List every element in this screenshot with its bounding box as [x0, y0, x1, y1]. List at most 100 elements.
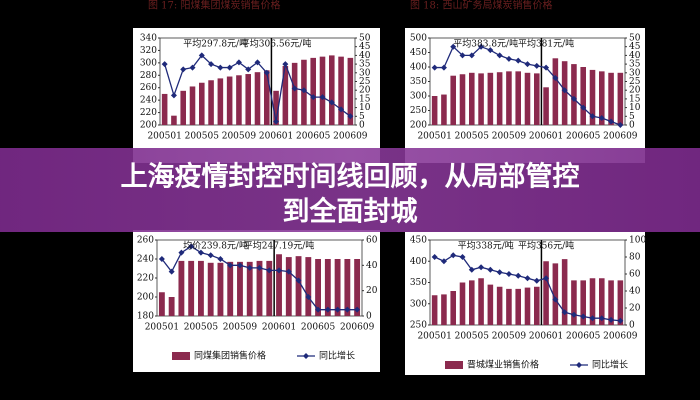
bar	[589, 69, 596, 125]
y2-tick-label: 0	[629, 121, 635, 131]
y2-tick-label: 30	[359, 68, 371, 78]
y-tick-label: 180	[137, 312, 154, 322]
y2-tick-label: 25	[359, 77, 371, 87]
annotation: 平均381元/吨	[518, 38, 574, 50]
y-tick-label: 280	[140, 71, 157, 81]
bar	[158, 292, 165, 316]
bar	[199, 82, 205, 125]
growth-marker	[468, 266, 475, 273]
bar	[246, 261, 253, 316]
y2-tick-label: 45	[359, 42, 371, 52]
bar	[608, 72, 614, 125]
growth-marker	[273, 118, 280, 125]
y-tick-label: 220	[137, 274, 154, 284]
bar	[552, 263, 559, 325]
x-tick-label: 200605	[566, 332, 601, 342]
x-tick-label: 200609	[340, 323, 375, 333]
legend-swatch	[303, 353, 309, 359]
y2-tick-label: 80	[629, 253, 641, 263]
growth-marker	[276, 267, 283, 274]
banner: 上海疫情封控时间线回顾，从局部管控 到全面封城	[0, 148, 700, 232]
charts: 2002202402602803003203400510152025303540…	[133, 28, 646, 375]
bar	[276, 254, 282, 316]
growth-marker	[487, 47, 494, 54]
chart: 200 250 300 350 400 450 500 0510152025303540455…	[405, 28, 645, 163]
growth-marker	[543, 64, 550, 71]
chart: 200 220 240 260 280 300 320 340 0510152025303540…	[133, 28, 380, 163]
bar	[282, 65, 289, 125]
y2-tick-label: 5	[629, 112, 635, 122]
bar	[580, 280, 586, 325]
bar	[441, 94, 447, 125]
bar	[217, 262, 224, 316]
x-tick-label: 200601	[262, 323, 296, 333]
y-tick-label: 400	[410, 257, 427, 267]
y2-tick-label: 20	[629, 304, 641, 314]
y2-tick-label: 15	[359, 94, 371, 104]
growth-marker	[440, 64, 447, 71]
y2-tick-label: 20	[366, 286, 378, 296]
growth-marker	[235, 59, 242, 66]
growth-marker	[246, 264, 253, 271]
bar	[344, 259, 351, 316]
growth-marker	[505, 271, 512, 277]
x-tick-label: 200505	[184, 323, 219, 333]
y-tick-label: 260	[140, 83, 157, 93]
growth-marker	[459, 254, 466, 260]
y-tick-label: 450	[410, 236, 427, 246]
bar	[334, 259, 341, 316]
bar	[198, 260, 204, 316]
y-tick-label: 340	[140, 34, 157, 44]
growth-marker	[543, 275, 550, 282]
y-tick-label: 240	[137, 255, 154, 265]
growth-marker	[589, 113, 596, 120]
y-tick-label: 450	[410, 48, 427, 58]
growth-marker	[338, 106, 345, 113]
bar	[254, 72, 261, 125]
x-tick-label: 200501	[145, 323, 179, 333]
banner-line: 到全面封城	[283, 196, 418, 228]
bar	[291, 62, 298, 125]
bar	[580, 67, 586, 125]
legend-label: 同比增长	[319, 350, 355, 362]
y2-tick-label: 60	[366, 236, 378, 246]
growth-marker	[198, 52, 205, 59]
growth-marker	[496, 269, 503, 276]
legend-swatch	[172, 352, 190, 360]
y2-tick-label: 30	[629, 68, 641, 78]
bar	[571, 280, 577, 325]
growth-marker	[208, 61, 215, 68]
bar	[338, 56, 344, 126]
growth-marker	[285, 268, 292, 275]
growth-marker	[440, 258, 447, 265]
y2-tick-label: 10	[359, 103, 371, 113]
legend-label: 同煤集团销售价格	[194, 350, 266, 362]
growth-marker	[598, 115, 605, 122]
growth-marker	[468, 52, 475, 59]
y2-tick-label: 100	[629, 236, 646, 246]
growth-marker	[310, 94, 317, 101]
y2-tick-label: 40	[359, 51, 371, 61]
bar	[496, 286, 503, 325]
bar	[534, 286, 540, 325]
growth-marker	[552, 296, 559, 303]
x-tick-label: 200509	[223, 323, 258, 333]
y-tick-label: 500	[410, 34, 427, 44]
y2-tick-label: 45	[629, 42, 641, 52]
bar	[589, 278, 596, 325]
bar	[256, 260, 263, 316]
caption: 图 17: 阳煤集团煤炭销售价格	[148, 0, 280, 12]
bar	[236, 75, 242, 125]
bar	[599, 278, 605, 325]
y2-tick-label: 25	[629, 77, 641, 87]
x-tick-label: 200609	[603, 132, 638, 142]
growth-marker	[189, 64, 196, 71]
bar	[561, 259, 568, 325]
bar	[552, 58, 559, 125]
y2-tick-label: 10	[629, 103, 641, 113]
y-tick-label: 350	[410, 278, 427, 288]
y-tick-label: 320	[140, 46, 157, 56]
growth-marker	[197, 249, 204, 256]
bar	[295, 256, 302, 316]
